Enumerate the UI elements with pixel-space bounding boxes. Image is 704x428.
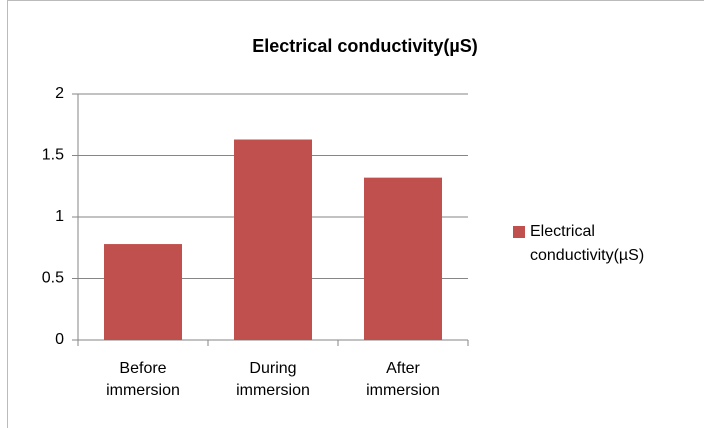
y-tick-label: 1: [55, 208, 64, 225]
legend-label: Electrical conductivity(µS): [530, 223, 645, 264]
y-tick-label: 0.5: [42, 270, 64, 287]
y-tick-label: 1.5: [42, 147, 64, 164]
x-tick-label: Before immersion: [106, 360, 180, 399]
y-tick-label: 2: [55, 85, 64, 102]
y-tick-label: 0: [55, 331, 64, 348]
chart-title: Electrical conductivity(µS): [252, 36, 477, 56]
x-tick-label: After immersion: [366, 360, 440, 399]
bar: [234, 139, 312, 340]
legend-swatch: [513, 226, 525, 238]
bar: [104, 244, 182, 340]
chart-border: [7, 0, 704, 428]
x-tick-label: During immersion: [236, 360, 310, 399]
bar: [364, 177, 442, 340]
